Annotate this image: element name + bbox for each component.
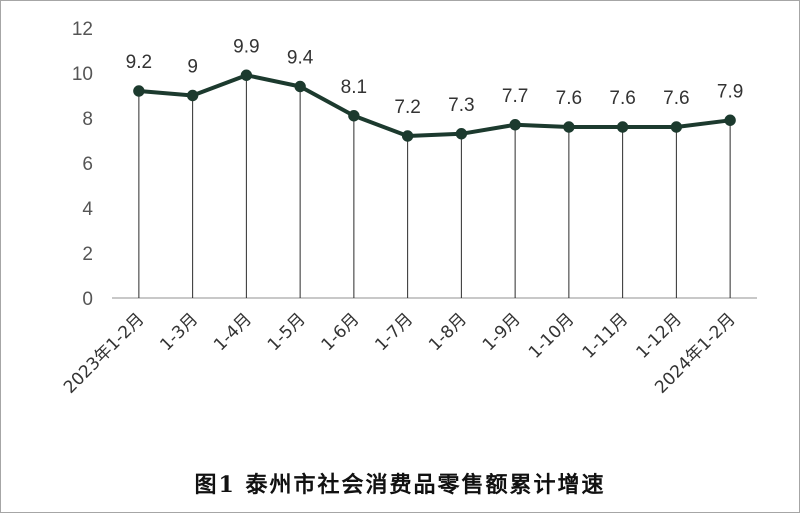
data-label: 9 bbox=[187, 57, 198, 78]
y-tick-label: 10 bbox=[72, 64, 93, 85]
drop-lines bbox=[138, 75, 731, 298]
data-label: 7.6 bbox=[663, 88, 689, 109]
y-tick-label: 0 bbox=[82, 289, 93, 310]
x-tick-label: 1-9月 bbox=[479, 309, 525, 355]
y-tick-label: 6 bbox=[82, 154, 93, 175]
x-tick-label: 1-4月 bbox=[210, 309, 256, 355]
x-tick-label: 1-10月 bbox=[525, 309, 578, 362]
x-tick-label: 2023年1-2月 bbox=[60, 309, 148, 397]
x-tick-label: 1-7月 bbox=[371, 309, 417, 355]
x-tick-label: 1-5月 bbox=[264, 309, 310, 355]
x-tick-label: 1-6月 bbox=[318, 309, 364, 355]
y-tick-labels: 0 2 4 6 8 10 12 bbox=[72, 19, 94, 310]
data-point bbox=[455, 128, 468, 140]
data-point bbox=[186, 89, 199, 102]
series-line bbox=[138, 73, 731, 138]
chart-caption: 图1 泰州市社会消费品零售额累计增速 bbox=[194, 472, 606, 498]
x-tick-label: 1-8月 bbox=[425, 309, 471, 355]
data-label: 9.2 bbox=[126, 52, 152, 73]
y-tick-label: 8 bbox=[82, 109, 93, 130]
x-tick-label: 1-11月 bbox=[579, 309, 632, 362]
data-label: 7.6 bbox=[609, 88, 635, 109]
data-point bbox=[670, 121, 683, 133]
data-point bbox=[240, 69, 253, 81]
data-point bbox=[616, 121, 629, 133]
y-tick-label: 4 bbox=[82, 199, 93, 220]
y-tick-label: 2 bbox=[82, 244, 93, 265]
series-polyline bbox=[138, 73, 731, 138]
data-label: 7.2 bbox=[394, 97, 420, 118]
data-point bbox=[563, 121, 575, 133]
data-label: 9.9 bbox=[233, 36, 259, 57]
line-chart: 9.2 9 9.9 9.4 8.1 7.2 7.3 7.7 7.6 7.6 7.6 7.9 0 2 4 6 8… bbox=[60, 19, 757, 398]
data-label: 7.6 bbox=[556, 88, 582, 109]
data-label: 7.7 bbox=[502, 86, 528, 107]
data-points bbox=[133, 69, 736, 142]
data-point bbox=[724, 114, 736, 126]
data-labels: 9.2 9 9.9 9.4 8.1 7.2 7.3 7.7 7.6 7.6 7.6 7.9 bbox=[126, 36, 744, 118]
data-point bbox=[348, 110, 360, 122]
data-point bbox=[294, 80, 306, 93]
x-tick-label: 1-3月 bbox=[156, 309, 202, 355]
y-tick-label: 12 bbox=[72, 19, 93, 40]
data-label: 9.4 bbox=[287, 48, 314, 69]
data-point bbox=[401, 130, 414, 142]
x-tick-label: 1-12月 bbox=[632, 309, 685, 362]
data-label: 8.1 bbox=[341, 77, 367, 98]
data-label: 7.9 bbox=[717, 81, 743, 102]
x-tick-labels: 2023年1-2月 1-3月 1-4月 1-5月 1-6月 1-7月 1-8月 1-9月 1-1… bbox=[60, 309, 740, 397]
data-label: 7.3 bbox=[448, 95, 474, 116]
data-point bbox=[133, 85, 145, 97]
data-point bbox=[509, 119, 521, 131]
